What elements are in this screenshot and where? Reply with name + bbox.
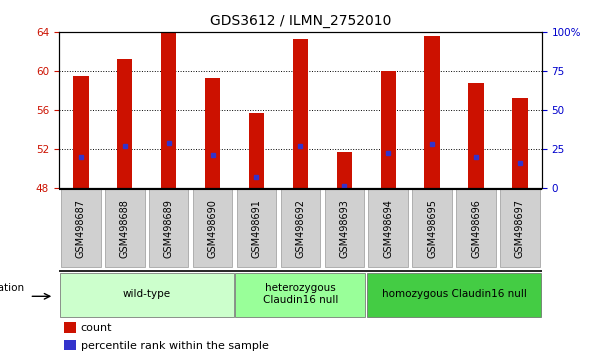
FancyBboxPatch shape: [325, 189, 364, 267]
Text: GSM498690: GSM498690: [207, 199, 217, 258]
Text: GSM498697: GSM498697: [515, 199, 525, 258]
Title: GDS3612 / ILMN_2752010: GDS3612 / ILMN_2752010: [210, 14, 391, 28]
Bar: [425, 36, 440, 188]
Text: GSM498696: GSM498696: [471, 199, 481, 258]
Bar: [380, 71, 396, 188]
FancyBboxPatch shape: [105, 189, 144, 267]
FancyBboxPatch shape: [367, 273, 541, 316]
Text: GSM498694: GSM498694: [383, 199, 393, 258]
FancyBboxPatch shape: [236, 273, 365, 316]
Text: GSM498687: GSM498687: [76, 199, 86, 258]
FancyBboxPatch shape: [59, 273, 234, 316]
Text: heterozygous
Claudin16 null: heterozygous Claudin16 null: [263, 283, 338, 305]
Bar: [64, 322, 76, 333]
FancyBboxPatch shape: [500, 189, 540, 267]
Bar: [337, 152, 352, 188]
Bar: [293, 39, 308, 188]
Text: percentile rank within the sample: percentile rank within the sample: [81, 341, 269, 350]
Bar: [64, 340, 76, 350]
Bar: [249, 113, 264, 188]
FancyBboxPatch shape: [237, 189, 276, 267]
FancyBboxPatch shape: [412, 189, 452, 267]
Text: homozygous Claudin16 null: homozygous Claudin16 null: [382, 289, 527, 299]
Bar: [73, 76, 88, 188]
Text: GSM498689: GSM498689: [164, 199, 174, 258]
Text: genotype/variation: genotype/variation: [0, 283, 25, 293]
FancyBboxPatch shape: [193, 189, 232, 267]
FancyBboxPatch shape: [369, 189, 408, 267]
FancyBboxPatch shape: [280, 189, 320, 267]
Text: count: count: [81, 323, 112, 333]
Text: GSM498688: GSM498688: [120, 199, 130, 258]
Text: GSM498695: GSM498695: [427, 199, 437, 258]
Text: GSM498691: GSM498691: [252, 199, 262, 258]
Bar: [205, 78, 220, 188]
FancyBboxPatch shape: [456, 189, 496, 267]
FancyBboxPatch shape: [149, 189, 188, 267]
Bar: [117, 59, 133, 188]
FancyBboxPatch shape: [61, 189, 101, 267]
Text: GSM498693: GSM498693: [339, 199, 349, 258]
Text: GSM498692: GSM498692: [296, 199, 305, 258]
Bar: [512, 98, 528, 188]
Text: wild-type: wild-type: [123, 289, 171, 299]
Bar: [161, 32, 176, 188]
Bar: [468, 84, 484, 188]
